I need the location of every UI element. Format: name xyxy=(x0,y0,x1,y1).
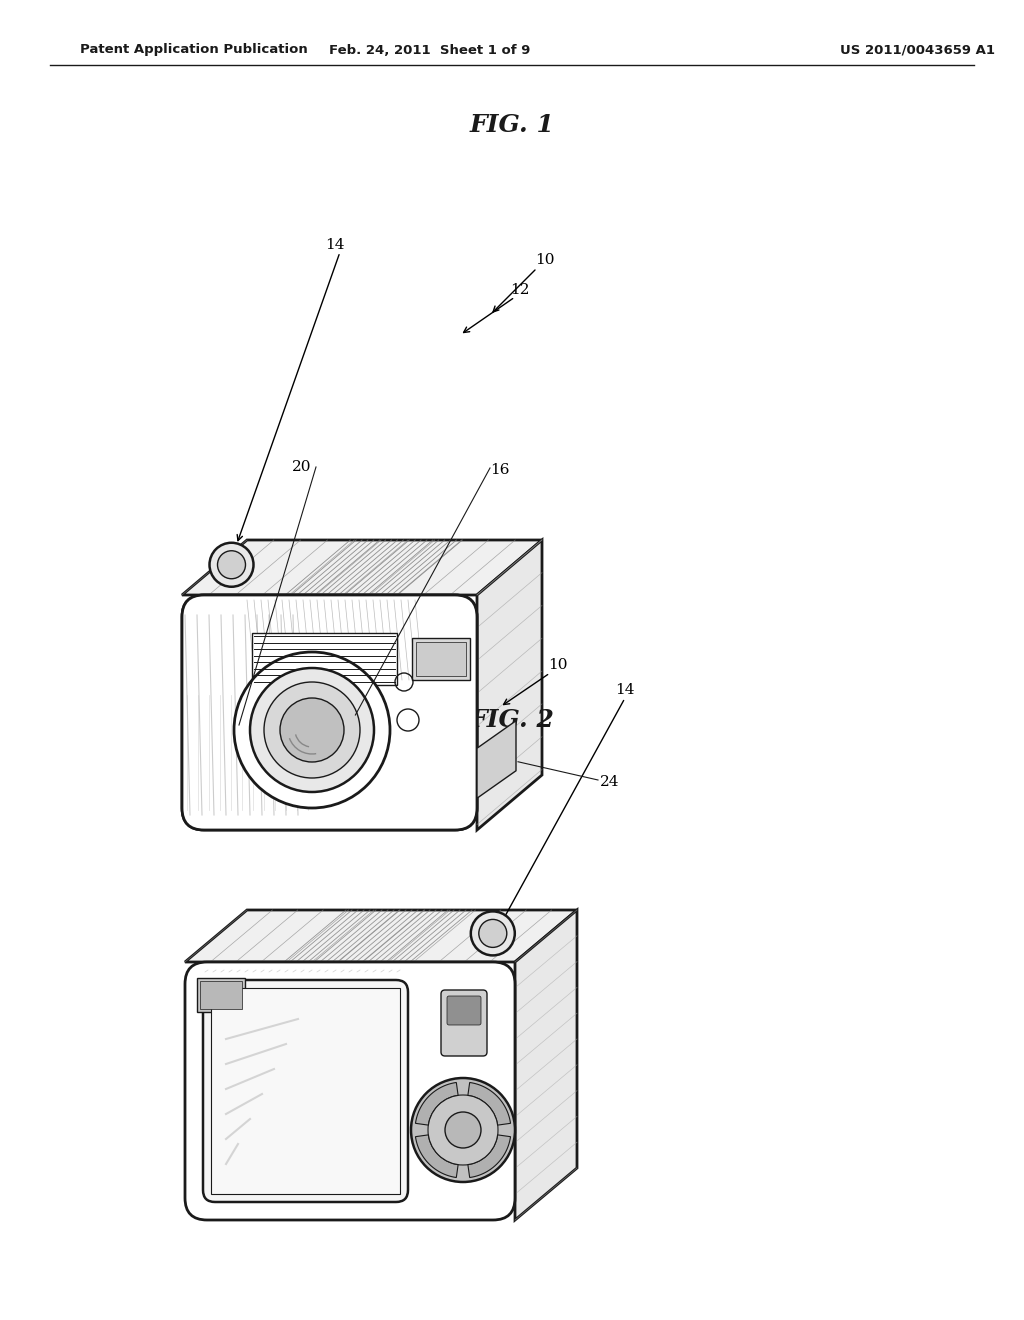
Circle shape xyxy=(479,920,507,948)
Ellipse shape xyxy=(447,1082,479,1105)
Polygon shape xyxy=(416,1082,458,1125)
Bar xyxy=(416,642,466,676)
Circle shape xyxy=(210,543,254,587)
Text: 16: 16 xyxy=(490,463,510,477)
Text: 10: 10 xyxy=(536,253,555,267)
Circle shape xyxy=(428,1096,498,1166)
Circle shape xyxy=(411,1078,515,1181)
Text: US 2011/0043659 A1: US 2011/0043659 A1 xyxy=(840,44,995,57)
Ellipse shape xyxy=(447,1119,479,1140)
Circle shape xyxy=(264,682,360,777)
Bar xyxy=(412,638,470,680)
Text: 12: 12 xyxy=(510,282,529,297)
Polygon shape xyxy=(185,909,577,962)
Text: 20: 20 xyxy=(292,459,311,474)
Bar xyxy=(200,981,242,1008)
Circle shape xyxy=(217,550,246,578)
Text: 24: 24 xyxy=(600,775,620,789)
Text: FIG. 1: FIG. 1 xyxy=(470,114,554,137)
FancyBboxPatch shape xyxy=(447,997,481,1026)
Bar xyxy=(197,978,245,1012)
Polygon shape xyxy=(515,909,577,1220)
Circle shape xyxy=(280,698,344,762)
FancyBboxPatch shape xyxy=(441,990,487,1056)
Polygon shape xyxy=(477,721,516,799)
Circle shape xyxy=(250,668,374,792)
Polygon shape xyxy=(416,1135,458,1177)
Polygon shape xyxy=(468,1135,511,1177)
Polygon shape xyxy=(182,540,542,595)
Text: 12: 12 xyxy=(445,657,465,672)
Polygon shape xyxy=(477,540,542,830)
Bar xyxy=(211,987,400,1195)
FancyBboxPatch shape xyxy=(182,595,477,830)
Circle shape xyxy=(471,911,515,956)
Text: 28: 28 xyxy=(212,1073,231,1086)
FancyBboxPatch shape xyxy=(182,595,477,830)
Text: Feb. 24, 2011  Sheet 1 of 9: Feb. 24, 2011 Sheet 1 of 9 xyxy=(330,44,530,57)
Text: 10: 10 xyxy=(548,657,567,672)
Circle shape xyxy=(234,652,390,808)
Bar xyxy=(252,634,397,685)
Text: 14: 14 xyxy=(615,682,635,697)
FancyBboxPatch shape xyxy=(203,979,408,1203)
Circle shape xyxy=(445,1111,481,1148)
Text: 14: 14 xyxy=(326,238,345,252)
Text: FIG. 2: FIG. 2 xyxy=(470,708,554,733)
FancyBboxPatch shape xyxy=(185,962,515,1220)
Text: 26: 26 xyxy=(438,1166,458,1179)
Text: Patent Application Publication: Patent Application Publication xyxy=(80,44,308,57)
Polygon shape xyxy=(468,1082,511,1125)
